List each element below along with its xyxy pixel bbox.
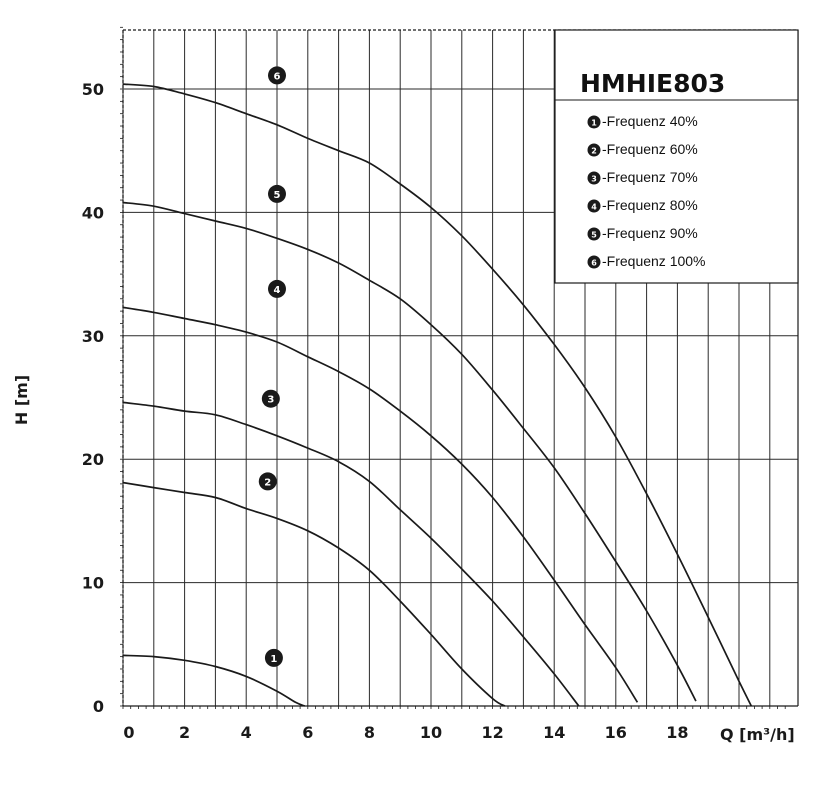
series-marker (261, 389, 280, 408)
legend-marker-label: 5 (591, 231, 597, 240)
axis-labels: Q [m³/h] H [m] 0 2 4 6 8 10 12 14 16 180102030405… (12, 80, 795, 744)
x-tick-label: 2 (179, 723, 190, 742)
legend-entry-label: -Frequenz 70% (602, 169, 698, 185)
legend-marker-label: 4 (591, 203, 597, 212)
series-marker-label: 2 (264, 477, 271, 488)
y-tick-label: 40 (82, 203, 104, 222)
legend-marker-label: 2 (591, 147, 597, 156)
legend-marker (587, 199, 601, 213)
series-marker (264, 648, 283, 667)
legend-entry-label: -Frequenz 60% (602, 141, 698, 157)
legend-entry-label: -Frequenz 100% (602, 253, 706, 269)
x-tick-label: 16 (605, 723, 627, 742)
x-tick-label: 12 (481, 723, 503, 742)
chart-title: HMHIE803 (580, 69, 725, 98)
x-tick-label: 8 (364, 723, 375, 742)
series-marker-label: 3 (267, 395, 274, 406)
series-marker-label: 5 (274, 190, 281, 201)
axes (120, 26, 799, 709)
legend-marker-label: 3 (591, 175, 597, 184)
x-tick-label: 18 (666, 723, 688, 742)
legend-marker (587, 227, 601, 241)
y-tick-label: 50 (82, 80, 104, 99)
series-line (122, 83, 753, 707)
series-markers: 1 2 3 4 5 6 (258, 66, 286, 667)
x-tick-label: 0 (123, 723, 134, 742)
x-tick-label: 10 (420, 723, 442, 742)
y-tick-label: 20 (82, 450, 104, 469)
legend-entry-label: -Frequenz 80% (602, 197, 698, 213)
legend-entry-label: -Frequenz 40% (602, 113, 698, 129)
legend: HMHIE803 1 -Frequenz 40% 2 -Frequenz 60% 3 -F… (554, 29, 799, 284)
legend-marker-label: 6 (591, 259, 597, 268)
y-tick-label: 30 (82, 327, 104, 346)
x-tick-label: 6 (302, 723, 313, 742)
series-marker (258, 472, 277, 491)
y-tick-label: 0 (93, 697, 104, 716)
legend-marker (587, 255, 601, 269)
series-line (122, 481, 506, 707)
y-axis-label: H [m] (12, 375, 31, 425)
series-marker-label: 1 (270, 654, 277, 665)
legend-entry-label: -Frequenz 90% (602, 225, 698, 241)
legend-marker (587, 115, 601, 129)
series-line (122, 401, 580, 707)
series-marker-label: 6 (274, 71, 281, 82)
series-line (122, 201, 697, 702)
y-tick-label: 10 (82, 574, 104, 593)
x-axis-label: Q [m³/h] (720, 725, 795, 744)
series-marker (268, 184, 286, 203)
legend-box (554, 29, 799, 284)
x-tick-label: 4 (241, 723, 252, 742)
series-marker (268, 279, 286, 298)
legend-marker (587, 143, 601, 157)
series-marker (268, 66, 286, 85)
legend-marker (587, 171, 601, 185)
series-line (122, 306, 639, 703)
series-lines (122, 83, 753, 707)
legend-marker-label: 1 (591, 119, 597, 128)
series-marker-label: 4 (274, 285, 281, 296)
series-line (122, 654, 306, 707)
x-tick-label: 14 (543, 723, 565, 742)
